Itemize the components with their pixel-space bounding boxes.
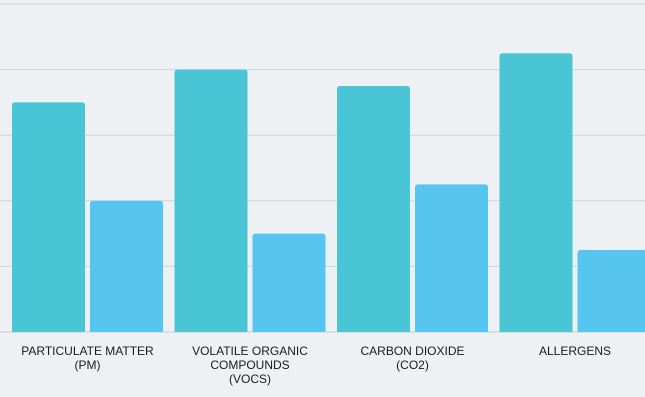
bar-series1-cat2 xyxy=(174,69,248,332)
bar-series2-cat4 xyxy=(577,250,645,332)
category-label-allergens: ALLERGENS xyxy=(538,344,612,358)
bars xyxy=(12,53,645,333)
bar-series2-cat2 xyxy=(252,233,326,332)
bar-series2-cat1 xyxy=(90,200,163,332)
bar-series2-cat3 xyxy=(415,184,488,332)
bar-series1-cat4 xyxy=(499,53,573,332)
category-label-particulate-matter: PARTICULATE MATTER (PM) xyxy=(21,344,154,372)
category-label-carbon-dioxide: CARBON DIOXIDE (CO2) xyxy=(360,344,465,372)
bar-series1-cat1 xyxy=(12,102,85,333)
category-label-vocs: VOLATILE ORGANIC COMPOUNDS (VOCS) xyxy=(192,344,308,386)
bar-series1-cat3 xyxy=(337,86,410,332)
